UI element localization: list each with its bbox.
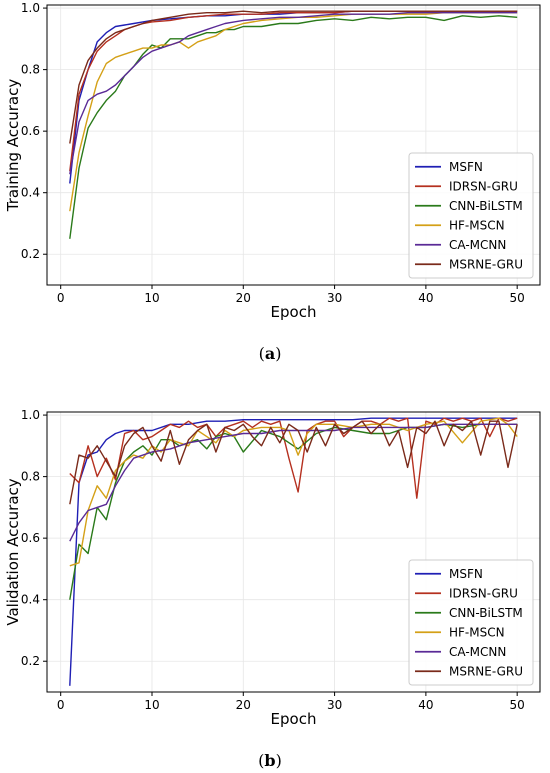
legend-label: MSFN	[449, 567, 483, 581]
legend: MSFN IDRSN-GRU CNN-BiLSTM HF-MSCN CA-MCNN MSR…	[408, 152, 534, 279]
panel-caption: (b)	[258, 751, 282, 770]
series-line-ca-mcnn	[69, 11, 518, 175]
y-axis-title: Training Accuracy	[4, 79, 22, 213]
panel-caption: (a)	[259, 344, 282, 363]
legend: MSFN IDRSN-GRU CNN-BiLSTM HF-MSCN CA-MCNN MSR…	[408, 559, 534, 686]
x-tick-label: 10	[144, 698, 159, 712]
legend-label: HF-MSCN	[449, 625, 505, 639]
y-tick-label: 0.2	[21, 247, 40, 261]
y-tick-label: 0.4	[21, 593, 40, 607]
legend-label: CA-MCNN	[449, 645, 506, 659]
legend-box	[408, 559, 534, 686]
series-line-ca-mcnn	[69, 423, 518, 542]
x-tick-label: 50	[510, 291, 525, 305]
y-tick-label: 0.2	[21, 654, 40, 668]
x-tick-label: 50	[510, 698, 525, 712]
x-tick-label: 40	[418, 698, 433, 712]
legend-box	[408, 152, 534, 279]
y-tick-label: 0.8	[21, 470, 40, 484]
plot-frame	[46, 411, 541, 693]
series-line-msrne-gru	[69, 420, 518, 505]
x-axis-title: Epoch	[271, 303, 317, 321]
series-line-hf-mscn	[69, 417, 518, 567]
y-tick-label: 0.6	[21, 124, 40, 138]
y-axis-title: Validation Accuracy	[4, 478, 22, 625]
series-line-idrsn-gru	[69, 10, 518, 172]
x-tick-label: 20	[236, 291, 251, 305]
y-tick-label: 0.4	[21, 186, 40, 200]
legend-label: IDRSN-GRU	[449, 586, 518, 600]
chart-panel-b: 0 10 20 30 40 50 0.2 0.4 0.6 0.8 1.0 Epoch Validatio…	[4, 408, 541, 770]
legend-label: MSFN	[449, 160, 483, 174]
x-tick-label: 0	[57, 291, 65, 305]
chart-panel-a: 0 10 20 30 40 50 0.2 0.4 0.6 0.8 1.0 Epoch Training …	[4, 1, 541, 363]
y-tick-label: 0.6	[21, 531, 40, 545]
x-tick-label: 20	[236, 698, 251, 712]
y-tick-label: 0.8	[21, 63, 40, 77]
y-tick-label: 1.0	[21, 1, 40, 15]
series-line-msrne-gru	[69, 10, 518, 144]
legend-label: CA-MCNN	[449, 238, 506, 252]
legend-label: HF-MSCN	[449, 218, 505, 232]
x-tick-label: 40	[418, 291, 433, 305]
legend-label: MSRNE-GRU	[449, 257, 523, 271]
series-line-msfn	[69, 417, 518, 686]
x-tick-label: 30	[327, 698, 342, 712]
x-tick-label: 30	[327, 291, 342, 305]
legend-label: CNN-BiLSTM	[449, 606, 523, 620]
x-tick-label: 0	[57, 698, 65, 712]
legend-label: IDRSN-GRU	[449, 179, 518, 193]
x-axis-title: Epoch	[271, 710, 317, 728]
series-line-idrsn-gru	[69, 417, 518, 499]
legend-label: CNN-BiLSTM	[449, 199, 523, 213]
y-tick-label: 1.0	[21, 408, 40, 422]
series-line-hf-mscn	[69, 11, 518, 212]
x-tick-label: 10	[144, 291, 159, 305]
plot-frame	[46, 4, 541, 286]
legend-label: MSRNE-GRU	[449, 664, 523, 678]
